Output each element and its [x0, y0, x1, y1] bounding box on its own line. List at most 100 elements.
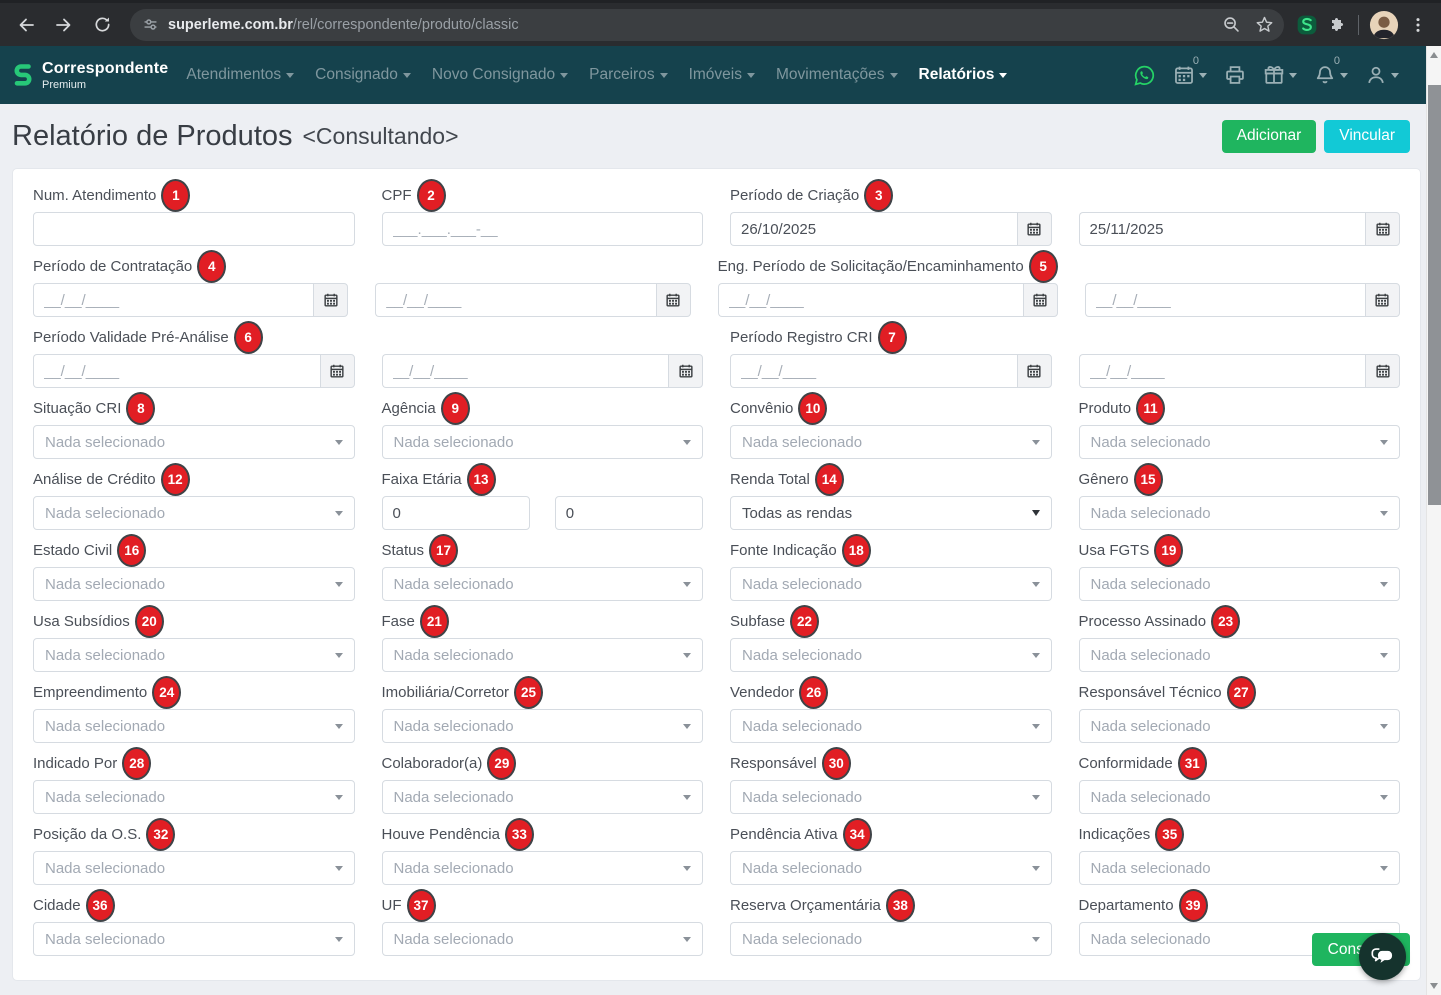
zoom-out-icon[interactable]	[1222, 15, 1241, 34]
fase-select[interactable]: Nada selecionado	[381, 638, 703, 672]
nav-item-parceiros[interactable]: Parceiros	[589, 66, 668, 84]
app-navbar: Correspondente Premium Atendimentos Consi…	[0, 46, 1441, 104]
agencia-select[interactable]: Nada selecionado	[381, 425, 703, 459]
field-number-badge: 13	[466, 462, 496, 496]
usa-subsidios-select[interactable]: Nada selecionado	[33, 638, 355, 672]
fonte-indicacao-select[interactable]: Nada selecionado	[730, 567, 1052, 601]
pendencia-ativa-select[interactable]: Nada selecionado	[730, 851, 1052, 885]
usa-fgts-select[interactable]: Nada selecionado	[1078, 567, 1400, 601]
status-select[interactable]: Nada selecionado	[381, 567, 703, 601]
date-input[interactable]	[33, 354, 320, 388]
page-scrollbar[interactable]	[1426, 46, 1441, 995]
calendar-icon[interactable]	[1022, 283, 1058, 317]
analise-de-credito-select[interactable]: Nada selecionado	[33, 496, 355, 530]
chat-fab-button[interactable]	[1359, 933, 1406, 980]
chevron-down-icon	[683, 723, 691, 729]
field-label: Convênio 10	[730, 391, 1052, 425]
superleme-s-logo-icon	[12, 62, 34, 88]
cidade-select[interactable]: Nada selecionado	[33, 922, 355, 956]
extension-s-icon[interactable]	[1296, 14, 1318, 36]
calendar-icon[interactable]	[668, 354, 703, 388]
site-info-icon[interactable]	[142, 16, 159, 33]
subfase-select[interactable]: Nada selecionado	[730, 638, 1052, 672]
conformidade-select[interactable]: Nada selecionado	[1078, 780, 1400, 814]
produto-select[interactable]: Nada selecionado	[1078, 425, 1400, 459]
scrollbar-down-arrow[interactable]	[1430, 983, 1438, 989]
situacao-cri-select[interactable]: Nada selecionado	[33, 425, 355, 459]
field-label: Estado Civil 16	[33, 533, 355, 567]
date-input[interactable]	[730, 354, 1017, 388]
tool-gift[interactable]	[1263, 64, 1297, 86]
reserva-orcamentaria-select[interactable]: Nada selecionado	[730, 922, 1052, 956]
renda-total-select[interactable]: Todas as rendas	[730, 496, 1052, 530]
empreendimento-select[interactable]: Nada selecionado	[33, 709, 355, 743]
tool-user[interactable]	[1365, 64, 1399, 86]
genero-select[interactable]: Nada selecionado	[1078, 496, 1400, 530]
date-input[interactable]	[1078, 354, 1365, 388]
back-arrow-icon[interactable]	[10, 9, 42, 41]
imobiliaria-corretor-select[interactable]: Nada selecionado	[381, 709, 703, 743]
scrollbar-up-arrow[interactable]	[1430, 52, 1438, 58]
posicao-da-o-s-select[interactable]: Nada selecionado	[33, 851, 355, 885]
calendar-icon[interactable]	[1365, 354, 1400, 388]
date-input[interactable]	[717, 283, 1023, 317]
estado-civil-select[interactable]: Nada selecionado	[33, 567, 355, 601]
calendar-icon[interactable]	[1364, 283, 1400, 317]
responsavel-select[interactable]: Nada selecionado	[730, 780, 1052, 814]
tool-bell[interactable]: 0	[1314, 55, 1348, 86]
bookmark-star-icon[interactable]	[1255, 15, 1274, 34]
menu-dots-icon[interactable]	[1409, 16, 1427, 34]
vendedor-select[interactable]: Nada selecionado	[730, 709, 1052, 743]
chevron-down-icon	[999, 72, 1008, 78]
vincular-button[interactable]: Vincular	[1324, 119, 1410, 153]
indicado-por-select[interactable]: Nada selecionado	[33, 780, 355, 814]
departamento-select[interactable]: Nada selecionado	[1078, 922, 1400, 956]
nav-item-imoveis[interactable]: Imóveis	[689, 66, 755, 84]
tool-whatsapp[interactable]	[1133, 64, 1156, 87]
forward-arrow-icon[interactable]	[48, 9, 80, 41]
extensions-puzzle-icon[interactable]	[1328, 15, 1348, 35]
field-label-text: Status	[381, 541, 425, 559]
calendar-icon[interactable]	[319, 354, 355, 388]
nav-item-consignado[interactable]: Consignado	[315, 66, 411, 84]
indicacoes-select[interactable]: Nada selecionado	[1078, 851, 1400, 885]
nav-item-movimentacoes[interactable]: Movimentações	[776, 66, 898, 84]
calendar-icon[interactable]	[655, 283, 691, 317]
nav-item-relatorios[interactable]: Relatórios	[919, 66, 1008, 84]
calendar-icon[interactable]	[1016, 212, 1052, 246]
reload-icon[interactable]	[86, 9, 118, 41]
profile-avatar[interactable]	[1369, 10, 1399, 40]
field-label: Eng. Período de Solicitação/Encaminhamen…	[718, 249, 1058, 283]
adicionar-button[interactable]: Adicionar	[1221, 119, 1317, 153]
date-input[interactable]	[1084, 283, 1365, 317]
tool-printer[interactable]	[1224, 64, 1246, 86]
nav-item-atendimentos[interactable]: Atendimentos	[186, 66, 295, 84]
date-input[interactable]	[33, 283, 314, 317]
faixa-etaria-input-0[interactable]	[381, 496, 530, 530]
processo-assinado-select[interactable]: Nada selecionado	[1078, 638, 1400, 672]
nav-item-novo-consignado[interactable]: Novo Consignado	[432, 66, 569, 84]
field-number-badge: 10	[798, 391, 828, 425]
field-number-badge: 22	[790, 604, 820, 638]
cpf-input[interactable]	[381, 212, 703, 246]
field-secondary	[1078, 184, 1400, 246]
calendar-icon[interactable]	[1016, 354, 1052, 388]
convenio-select[interactable]: Nada selecionado	[730, 425, 1052, 459]
url-bar[interactable]: superleme.com.br/rel/correspondente/prod…	[130, 8, 1284, 41]
uf-select[interactable]: Nada selecionado	[381, 922, 703, 956]
calendar-icon[interactable]	[1365, 212, 1400, 246]
date-input[interactable]	[730, 212, 1017, 246]
scrollbar-thumb[interactable]	[1428, 85, 1441, 505]
brand-logo[interactable]: Correspondente Premium	[12, 60, 168, 91]
date-input[interactable]	[1078, 212, 1365, 246]
num-atendimento-input[interactable]	[33, 212, 355, 246]
date-input[interactable]	[375, 283, 656, 317]
nav-item-label: Consignado	[315, 66, 398, 83]
calendar-icon[interactable]	[313, 283, 349, 317]
houve-pendencia-select[interactable]: Nada selecionado	[381, 851, 703, 885]
date-input[interactable]	[381, 354, 668, 388]
responsavel-tecnico-select[interactable]: Nada selecionado	[1078, 709, 1400, 743]
tool-calendar[interactable]: 0	[1173, 55, 1207, 86]
colaborador-a-select[interactable]: Nada selecionado	[381, 780, 703, 814]
faixa-etaria-input-1[interactable]	[554, 496, 703, 530]
